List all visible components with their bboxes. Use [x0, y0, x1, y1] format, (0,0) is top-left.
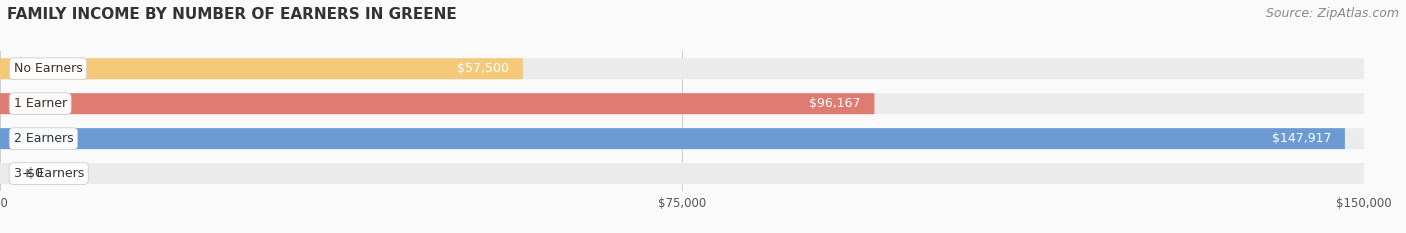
FancyBboxPatch shape: [0, 128, 1364, 149]
FancyBboxPatch shape: [0, 58, 523, 79]
FancyBboxPatch shape: [0, 93, 875, 114]
Text: $57,500: $57,500: [457, 62, 509, 75]
FancyBboxPatch shape: [0, 58, 1364, 79]
Text: $147,917: $147,917: [1272, 132, 1331, 145]
FancyBboxPatch shape: [0, 93, 1364, 114]
Text: Source: ZipAtlas.com: Source: ZipAtlas.com: [1265, 7, 1399, 20]
Text: FAMILY INCOME BY NUMBER OF EARNERS IN GREENE: FAMILY INCOME BY NUMBER OF EARNERS IN GR…: [7, 7, 457, 22]
Text: No Earners: No Earners: [14, 62, 83, 75]
Text: 2 Earners: 2 Earners: [14, 132, 73, 145]
Text: 3+ Earners: 3+ Earners: [14, 167, 84, 180]
Text: 1 Earner: 1 Earner: [14, 97, 66, 110]
FancyBboxPatch shape: [0, 163, 1364, 184]
Text: $0: $0: [27, 167, 44, 180]
FancyBboxPatch shape: [0, 128, 1346, 149]
Text: $96,167: $96,167: [810, 97, 860, 110]
